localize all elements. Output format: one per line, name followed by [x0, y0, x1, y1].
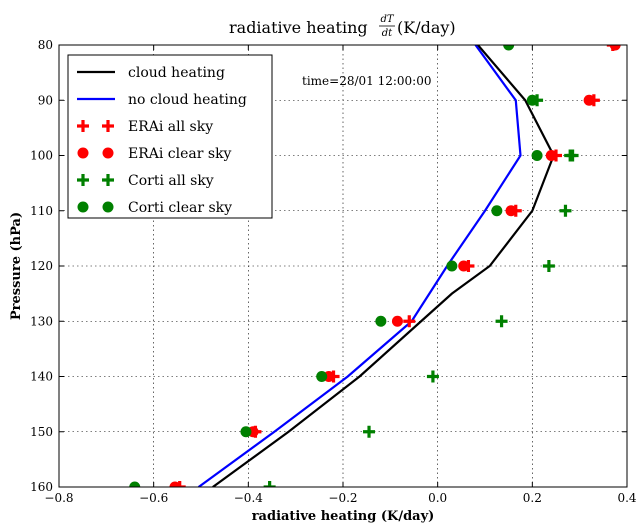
legend-label: ERAi clear sky — [128, 146, 232, 162]
legend-entry: Corti clear sky — [77, 200, 232, 216]
ticks: −0.8 −0.6 −0.4 −0.2 0.0 0.2 0.4 80 90 100 110 120 13… — [30, 38, 637, 505]
data-point-circle — [375, 315, 387, 327]
y-tick-label: 140 — [30, 370, 53, 384]
legend-entry: ERAi all sky — [77, 119, 213, 135]
x-axis-label: radiative heating (K/day) — [252, 509, 435, 523]
legend-swatch-plus — [77, 120, 89, 132]
series-cloud-heating — [212, 45, 555, 487]
legend-label: Corti all sky — [128, 173, 214, 189]
legend-swatch-circle — [102, 147, 114, 159]
legend: cloud heating no cloud heating ERAi all sk… — [67, 54, 273, 219]
data-point-circle — [526, 94, 538, 106]
y-axis-label: Pressure (hPa) — [9, 212, 24, 320]
data-point-circle — [240, 426, 252, 438]
legend-swatch-circle — [102, 201, 114, 213]
series-line — [212, 45, 555, 487]
y-tick-label: 160 — [30, 480, 53, 494]
data-point-circle — [446, 260, 458, 272]
legend-items: cloud heating no cloud heating ERAi all sk… — [77, 65, 247, 216]
x-tick-label: −0.6 — [139, 491, 168, 505]
data-point-plus — [495, 315, 508, 328]
chart-title-text: radiative heating — [229, 18, 368, 37]
x-tick-label: −0.4 — [234, 491, 264, 505]
data-point-circle — [169, 481, 181, 487]
x-tick-label: 0.2 — [523, 491, 542, 505]
y-tick-label: 90 — [38, 93, 53, 107]
y-tick-label: 130 — [30, 314, 53, 328]
data-point-circle — [609, 45, 621, 51]
x-tick-label: 0.0 — [428, 491, 447, 505]
data-point-circle — [458, 260, 470, 272]
y-tick-label: 120 — [30, 259, 53, 273]
legend-label: no cloud heating — [128, 92, 247, 108]
data-point-plus — [263, 481, 276, 487]
series-corti-clear-sky — [129, 45, 543, 487]
legend-swatch-plus — [77, 174, 89, 186]
x-tick-label: −0.8 — [44, 491, 73, 505]
data-point-plus — [542, 260, 555, 272]
data-point-circle — [503, 45, 515, 51]
legend-box — [67, 54, 273, 219]
data-point-circle — [129, 481, 141, 487]
y-tick-label: 110 — [30, 204, 53, 218]
y-tick-label: 80 — [38, 38, 53, 52]
series-erai-clear-sky — [169, 45, 621, 487]
data-point-plus — [403, 315, 416, 328]
data-point-circle — [491, 205, 503, 217]
legend-entry: no cloud heating — [77, 92, 247, 108]
data-point-circle — [505, 205, 517, 217]
legend-swatch-plus — [102, 174, 114, 186]
legend-entry: cloud heating — [77, 65, 225, 81]
series-layer — [129, 45, 621, 487]
data-point-circle — [391, 315, 403, 327]
x-tick-label: 0.4 — [617, 491, 636, 505]
data-point-plus — [173, 481, 186, 487]
data-point-circle — [583, 94, 595, 106]
x-tick-label: −0.2 — [328, 491, 357, 505]
data-point-plus — [363, 425, 376, 438]
chart-title-numerator: dT — [380, 14, 394, 25]
data-point-circle — [531, 150, 543, 161]
chart-title-denominator: dt — [382, 28, 393, 39]
legend-entry: Corti all sky — [77, 173, 214, 189]
legend-label: Corti clear sky — [128, 200, 232, 216]
data-point-circle — [316, 371, 328, 382]
chart-title: radiative heating dT dt (K/day) — [229, 14, 456, 39]
legend-label: ERAi all sky — [128, 119, 213, 135]
legend-entry: ERAi clear sky — [77, 146, 232, 162]
y-tick-label: 150 — [30, 425, 53, 439]
data-point-plus — [559, 204, 572, 217]
y-tick-label: 100 — [30, 149, 53, 163]
legend-label: cloud heating — [128, 65, 225, 81]
data-point-plus — [566, 149, 579, 162]
legend-swatch-circle — [77, 201, 89, 213]
legend-swatch-plus — [102, 120, 114, 132]
data-point-plus — [426, 370, 439, 383]
legend-swatch-circle — [77, 147, 89, 159]
data-point-circle — [545, 150, 557, 161]
time-annotation: time=28/01 12:00:00 — [302, 74, 432, 88]
chart-title-unit: (K/day) — [397, 18, 456, 37]
